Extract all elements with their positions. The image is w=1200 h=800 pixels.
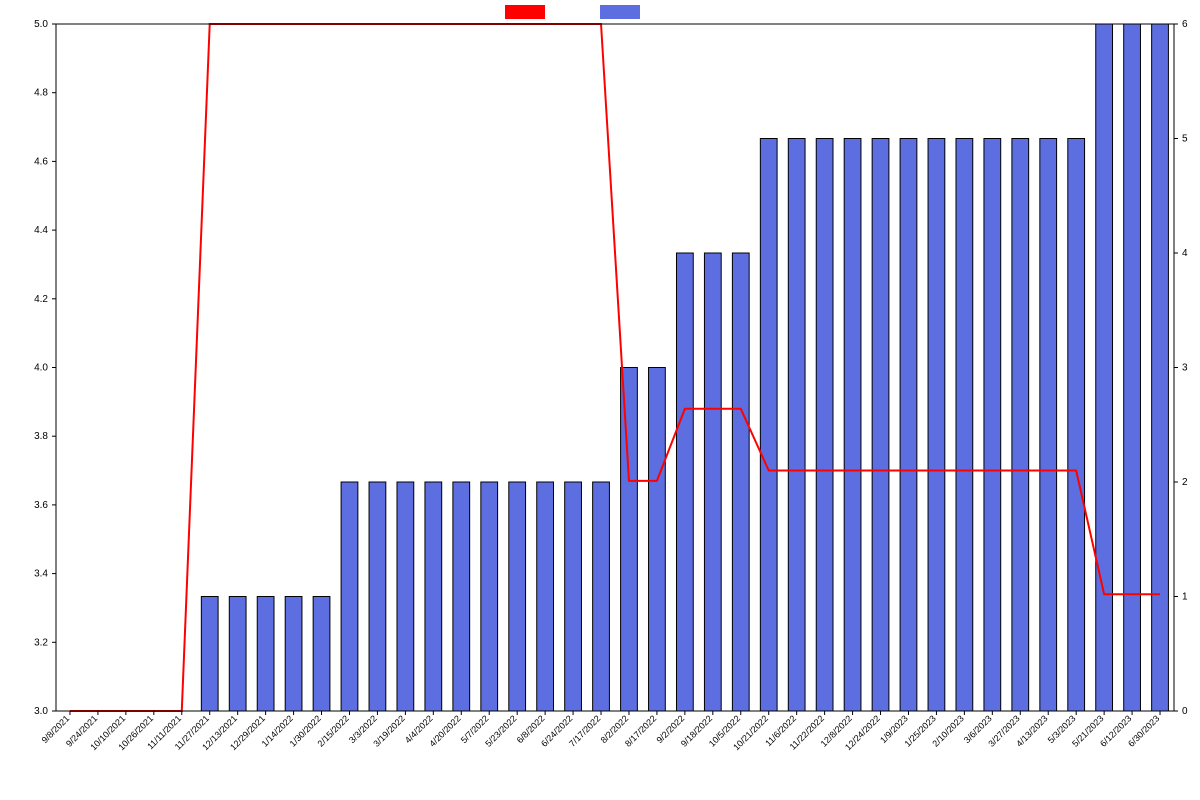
y-left-tick-label: 3.0 [34,706,48,717]
y-left-tick-label: 4.4 [34,225,48,236]
y-left-tick-label: 4.8 [34,88,48,99]
bar [900,139,917,712]
bar [229,597,246,712]
y-left-tick-label: 3.6 [34,500,48,511]
chart-svg: 3.0 3.2 3.4 3.6 3.8 4.0 4.2 4.4 4.6 4.8 5.0 0 1 2 3 4 5 6… [0,0,1200,800]
bar [397,482,414,711]
bar [872,139,889,712]
bar [732,253,749,711]
bar [1096,24,1113,711]
y-left-tick-label: 4.0 [34,363,48,374]
bar [593,482,610,711]
y-right-tick-label: 1 [1182,592,1188,603]
bar [676,253,693,711]
bar [313,597,330,712]
bar [704,253,721,711]
y-right-tick-label: 4 [1182,248,1188,259]
y-left-tick-label: 3.4 [34,569,48,580]
bar [788,139,805,712]
bar [760,139,777,712]
bar [649,368,666,712]
y-left-tick-label: 3.2 [34,637,48,648]
bar [537,482,554,711]
bar [816,139,833,712]
bar [201,597,218,712]
bar [257,597,274,712]
bar [844,139,861,712]
chart-container: 3.0 3.2 3.4 3.6 3.8 4.0 4.2 4.4 4.6 4.8 5.0 0 1 2 3 4 5 6… [0,0,1200,800]
bar [509,482,526,711]
legend-bar-swatch [600,5,640,19]
bar [453,482,470,711]
bar [1040,139,1057,712]
bar [621,368,638,712]
bar [285,597,302,712]
bar [956,139,973,712]
y-right-tick-label: 5 [1182,134,1188,145]
bar [1124,24,1141,711]
y-right-tick-label: 6 [1182,19,1188,30]
bar [928,139,945,712]
bar [1068,139,1085,712]
bar [425,482,442,711]
bar [1012,139,1029,712]
bar [565,482,582,711]
bar [341,482,358,711]
bar [984,139,1001,712]
y-left-tick-label: 3.8 [34,431,48,442]
y-right-tick-label: 3 [1182,363,1188,374]
y-left-tick-label: 4.6 [34,156,48,167]
y-left-tick-label: 5.0 [34,19,48,30]
legend-line-swatch [505,5,545,19]
bar [1152,24,1169,711]
y-right-tick-label: 0 [1182,706,1188,717]
y-left-tick-label: 4.2 [34,294,48,305]
bar [481,482,498,711]
y-right-tick-label: 2 [1182,477,1188,488]
bar [369,482,386,711]
